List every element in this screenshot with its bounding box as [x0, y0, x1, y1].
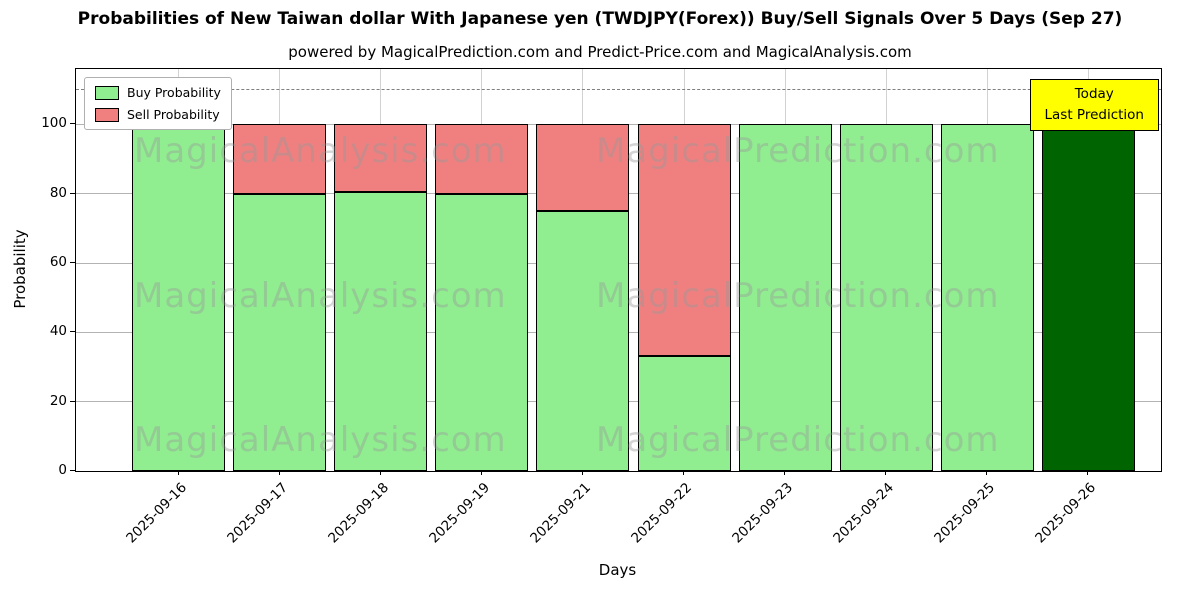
watermark: MagicalPrediction.com [596, 131, 1000, 171]
y-tick-mark [70, 331, 75, 333]
chart-title: Probabilities of New Taiwan dollar With … [77, 9, 1123, 29]
x-tick-mark [986, 470, 988, 475]
bar-2025-09-17 [233, 69, 327, 471]
x-tick-label: 2025-09-18 [324, 479, 392, 547]
y-tick-label: 0 [58, 462, 67, 478]
watermark: MagicalPrediction.com [596, 420, 1000, 460]
buy-segment [738, 124, 832, 471]
buy-swatch [95, 85, 119, 100]
buy-legend-label: Buy Probability [127, 85, 221, 100]
y-tick-mark [70, 470, 75, 471]
buy-segment [940, 124, 1034, 471]
y-tick-label: 100 [41, 115, 67, 132]
today-annotation-line1: Today [1074, 86, 1114, 102]
x-tick-label: 2025-09-22 [628, 479, 696, 547]
watermark: MagicalAnalysis.com [134, 276, 507, 316]
legend-item-sell: Sell Probability [95, 107, 221, 122]
x-axis-label: Days [598, 561, 637, 579]
bar-2025-09-24 [839, 69, 933, 471]
bar-2025-09-22 [637, 69, 731, 471]
threshold-dashed-line [76, 88, 1161, 90]
buy-segment [435, 193, 529, 471]
bar-2025-09-21 [536, 69, 630, 471]
sell-segment [334, 124, 428, 193]
today-annotation-line2: Last Prediction [1044, 106, 1144, 123]
x-tick-mark [581, 470, 583, 475]
x-tick-mark [1087, 470, 1089, 475]
plot-area: Buy Probability Sell Probability Today L… [75, 68, 1162, 472]
buy-segment [233, 193, 327, 471]
buy-segment [637, 355, 731, 471]
buy-segment [839, 124, 933, 471]
x-tick-label: 2025-09-26 [1032, 479, 1100, 547]
x-tick-label: 2025-09-24 [830, 479, 898, 547]
x-tick-mark [177, 470, 179, 475]
y-tick-label: 60 [49, 254, 67, 271]
x-tick-mark [480, 470, 482, 475]
buy-segment [536, 211, 630, 471]
legend-item-buy: Buy Probability [95, 85, 221, 100]
gridline-y-100 [76, 123, 1161, 125]
x-tick-label: 2025-09-19 [426, 479, 493, 547]
x-tick-label: 2025-09-16 [122, 479, 190, 547]
y-tick-mark [70, 123, 75, 125]
bar-2025-09-25 [940, 69, 1034, 471]
x-tick-mark [885, 470, 887, 475]
legend: Buy Probability Sell Probability [84, 77, 232, 130]
bar-2025-09-23 [738, 69, 832, 471]
x-tick-label: 2025-09-21 [527, 479, 594, 547]
y-tick-label: 20 [49, 392, 67, 409]
x-tick-label: 2025-09-23 [729, 479, 797, 547]
y-tick-mark [70, 262, 75, 264]
sell-segment [637, 124, 731, 356]
watermark: MagicalPrediction.com [596, 276, 1000, 316]
x-tick-label: 2025-09-17 [223, 479, 291, 547]
chart-subtitle: powered by MagicalPrediction.com and Pre… [288, 43, 912, 61]
x-tick-label: 2025-09-25 [931, 479, 999, 547]
sell-segment [536, 124, 630, 212]
y-tick-mark [70, 400, 75, 402]
y-tick-label: 40 [49, 323, 67, 340]
today-annotation: Today Last Prediction [1029, 79, 1159, 131]
buy-segment [1041, 124, 1135, 471]
bar-2025-09-26 [1041, 69, 1135, 471]
sell-segment [233, 124, 327, 194]
sell-swatch [95, 107, 119, 122]
y-tick-mark [70, 192, 75, 194]
x-tick-mark [278, 470, 280, 475]
watermark: MagicalAnalysis.com [134, 420, 507, 460]
x-tick-mark [379, 470, 381, 475]
sell-legend-label: Sell Probability [127, 107, 220, 122]
buy-segment [334, 192, 428, 471]
sell-segment [435, 124, 529, 194]
x-tick-mark [683, 470, 685, 475]
bar-2025-09-19 [435, 69, 529, 471]
bar-2025-09-18 [334, 69, 428, 471]
watermark: MagicalAnalysis.com [134, 131, 507, 171]
x-tick-mark [784, 470, 786, 475]
y-tick-label: 80 [49, 184, 67, 201]
